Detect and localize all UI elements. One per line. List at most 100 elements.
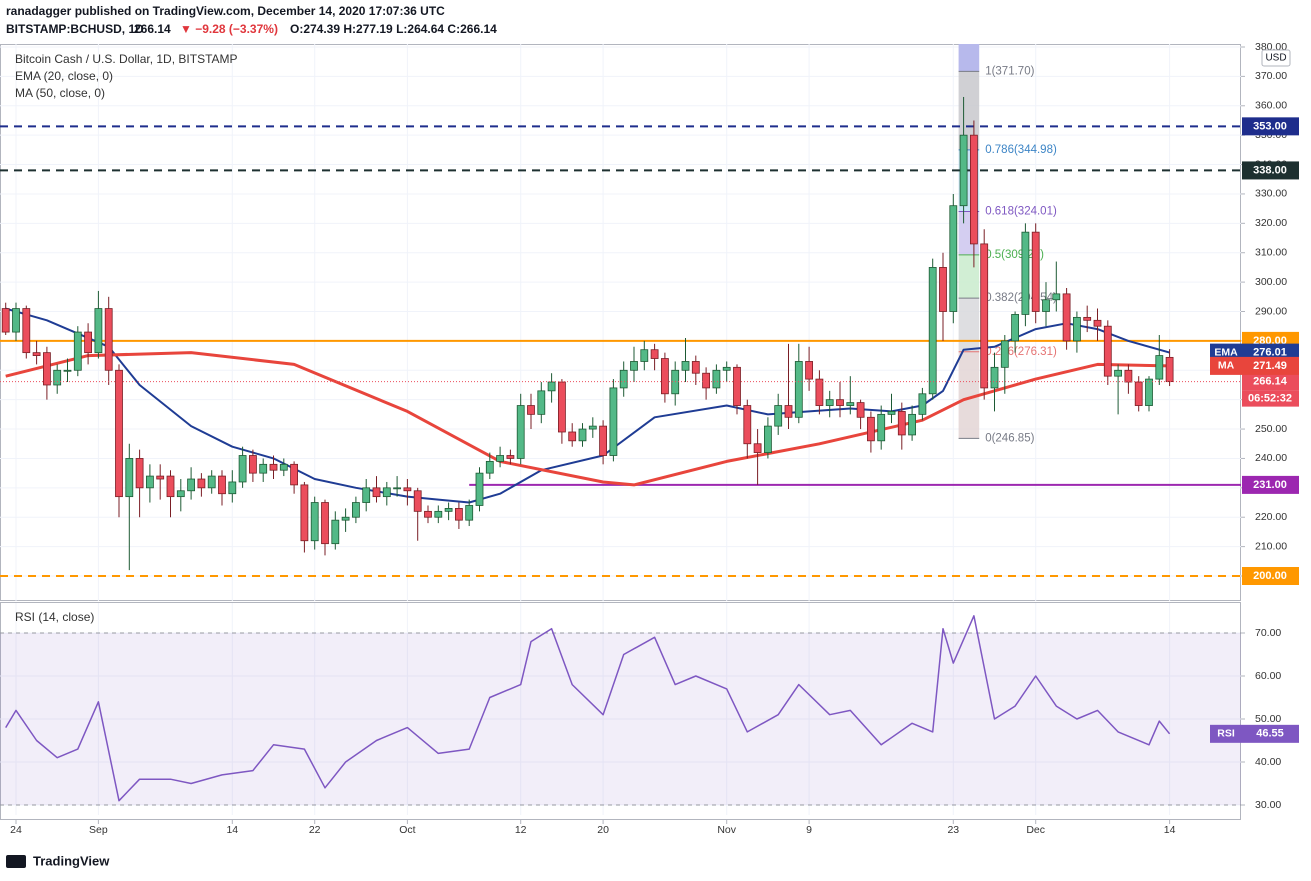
chart-title: Bitcoin Cash / U.S. Dollar, 1D, BITSTAMP [15, 52, 238, 66]
candle-body [527, 405, 535, 415]
candle-body [764, 425, 772, 453]
fib-band [958, 254, 980, 299]
candle-body [63, 369, 72, 372]
candle-body [372, 487, 381, 498]
candle-body [733, 366, 741, 406]
candle-body [176, 490, 185, 498]
candle-body [630, 361, 638, 371]
candle-body [815, 378, 824, 406]
ma-tag: MA [1218, 360, 1235, 372]
x-tick-label: 23 [947, 824, 959, 836]
candle-body [485, 460, 494, 474]
candle-body [424, 510, 432, 518]
candle-body [125, 458, 134, 498]
fib-label: 0(246.85) [985, 432, 1034, 444]
candle-body [506, 455, 515, 459]
candle-body [43, 352, 51, 386]
candle-body [496, 455, 505, 462]
candle-body [599, 425, 607, 456]
level-badge-box [1242, 117, 1299, 136]
candle-body [846, 402, 855, 406]
candle-body [341, 516, 350, 521]
y-tick-label: 30.00 [1255, 799, 1281, 811]
candle-body [702, 372, 710, 389]
ma-tag-box [1210, 356, 1242, 375]
candle-body [135, 458, 144, 489]
candle-body [661, 358, 669, 395]
y-tick-label: 210.00 [1255, 540, 1287, 552]
candle-body [1114, 369, 1122, 377]
candle-body [1052, 293, 1061, 301]
level-badge: 338.00 [1253, 164, 1287, 176]
candle-body [722, 366, 731, 371]
candle-body [887, 411, 896, 415]
candle-body [949, 205, 958, 312]
candle-body [784, 405, 793, 418]
candle-body [228, 481, 237, 495]
level-badge-box [1242, 161, 1299, 180]
candle-body [959, 134, 968, 207]
brand: TradingView [33, 853, 110, 868]
candle-body [84, 331, 92, 354]
candle-body [537, 390, 546, 415]
candle-body [248, 455, 257, 474]
candle-body [475, 472, 484, 506]
candle-body [218, 475, 226, 495]
candle-body [980, 243, 989, 389]
last-price-badge-box [1242, 372, 1299, 391]
candle-body [568, 431, 577, 442]
ema-tag: EMA [1214, 346, 1238, 358]
rsi-tag: RSI [1217, 728, 1235, 740]
candle-body [939, 267, 947, 312]
candle-body [753, 443, 762, 453]
candle-body [743, 405, 752, 445]
fib-band [958, 351, 980, 439]
x-tick-label: 20 [597, 824, 609, 836]
candle-body [403, 487, 412, 492]
rsi-pane [0, 602, 1241, 820]
x-tick-label: 14 [1164, 824, 1176, 836]
candle-body [681, 361, 690, 371]
ma-badge: 271.49 [1253, 360, 1287, 372]
y-tick-label: 220.00 [1255, 511, 1287, 523]
candle-body [650, 349, 659, 359]
currency-box[interactable] [1261, 49, 1291, 67]
last-price-badge: 266.14 [1253, 376, 1288, 388]
candle-body [970, 134, 978, 245]
candle-body [516, 405, 525, 459]
logo [6, 855, 26, 868]
candle-body [145, 475, 154, 489]
candle-body [115, 369, 123, 498]
rsi-badge-box [1242, 724, 1299, 743]
rsi-plot [0, 603, 1241, 815]
y-tick-label: 40.00 [1255, 756, 1281, 768]
y-tick-label: 250.00 [1255, 423, 1287, 435]
candle-body [1021, 231, 1030, 315]
candle-body [547, 381, 556, 392]
candle-body [351, 502, 360, 518]
candle-body [393, 487, 402, 490]
candle-body [691, 361, 700, 374]
fib-label: 1(371.70) [985, 65, 1034, 77]
candle-body [1031, 231, 1040, 312]
candle-body [1155, 355, 1164, 380]
rsi-tag-box [1210, 724, 1242, 743]
ema-legend: EMA (20, close, 0) [15, 69, 113, 83]
rsi-legend: RSI (14, close) [15, 610, 94, 624]
candle-body [362, 487, 371, 503]
candle-body [825, 399, 834, 406]
candle-body [94, 308, 103, 354]
candle-body [990, 366, 999, 389]
candle-body [73, 331, 82, 371]
y-tick-label: 50.00 [1255, 713, 1281, 725]
price-change: ▼ −9.28 (−3.37%) [180, 22, 278, 36]
rsi-line [5, 615, 1171, 802]
y-tick-label: 290.00 [1255, 305, 1287, 317]
candle-body [331, 519, 340, 545]
candle-body [207, 475, 216, 489]
rsi-band [0, 633, 1241, 805]
axes: 200.00210.00220.00230.00240.00250.00260.… [10, 41, 1299, 836]
candle-body [897, 411, 906, 436]
x-tick-label: Sep [89, 824, 108, 836]
